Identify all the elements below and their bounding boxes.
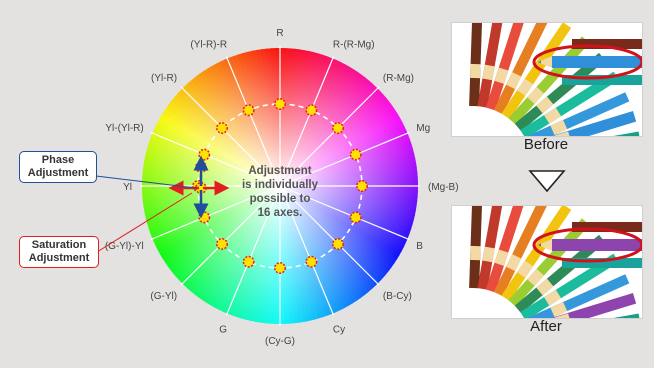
axis-label: (G-Yl) [150, 291, 177, 302]
control-point [198, 211, 211, 224]
control-point [305, 104, 318, 117]
saturation-callout-line-2: Adjustment [28, 252, 90, 264]
center-text-line-2: is individually [242, 179, 319, 191]
axis-spoke [150, 131, 281, 187]
axis-spoke [279, 185, 335, 316]
highlighted-pencil [538, 239, 642, 251]
axis-label: Mg [416, 123, 430, 134]
control-point [332, 238, 344, 250]
pencil [477, 23, 503, 108]
axis-label: Yl-(Yl-R) [105, 123, 143, 134]
control-point [216, 122, 228, 134]
pencil [485, 206, 524, 293]
highlight-ring [532, 227, 642, 263]
axis-label: Cy [333, 324, 345, 335]
control-point [349, 211, 362, 224]
pencil [501, 206, 572, 302]
axis-label: G [219, 324, 227, 335]
axis-spoke [225, 56, 281, 187]
axis-spoke [279, 131, 410, 187]
pencil [572, 39, 642, 49]
pencil [485, 23, 524, 111]
pencil [469, 23, 482, 107]
control-point [242, 255, 255, 268]
saturation-connector [96, 192, 193, 253]
pencil [520, 71, 619, 136]
control-point [356, 180, 368, 192]
axis-spoke [279, 86, 380, 187]
pencil [551, 111, 637, 136]
pencil [508, 36, 590, 125]
pencil [527, 274, 630, 318]
axis-spoke [180, 86, 281, 187]
pencil [514, 52, 606, 132]
control-point [216, 238, 228, 250]
axis-label: (R-Mg) [383, 73, 414, 84]
pencil [477, 206, 503, 290]
highlighted-pencil [538, 56, 642, 68]
center-text-line-1: Adjustment [248, 165, 311, 177]
axis-label: R [276, 28, 283, 39]
pencil [562, 75, 642, 85]
axis-spokes [140, 46, 420, 326]
phase-callout: Phase Adjustment [19, 151, 97, 183]
after-photo [451, 205, 643, 319]
axis-spoke [150, 185, 281, 241]
before-photo [451, 22, 643, 137]
axis-label: (Cy-G) [265, 336, 295, 347]
control-point [242, 104, 255, 117]
axis-labels: R R-(R-Mg) (R-Mg) Mg (Mg-B) B (B-Cy) Cy (Cy-G) G (… [105, 28, 459, 347]
pencil [493, 23, 548, 115]
control-point [332, 122, 344, 134]
axis-label: (G-Yl)-Yl [105, 241, 144, 252]
center-text: Adjustment is individually possible to 1… [242, 165, 319, 219]
axis-spoke [279, 185, 380, 286]
phase-callout-line-2: Adjustment [27, 167, 89, 179]
pencil [562, 258, 642, 268]
after-pencils-image [452, 206, 642, 318]
pencil [572, 222, 642, 232]
highlight-ring [532, 44, 642, 80]
axis-spoke [180, 185, 281, 286]
pencil [493, 206, 547, 297]
before-pencils-image [452, 23, 642, 136]
pencil [501, 23, 572, 120]
pencil [508, 218, 590, 307]
before-caption: Before [523, 136, 569, 153]
pencil [551, 293, 637, 318]
after-caption: After [530, 318, 562, 335]
axis-label: (Yl-R) [151, 73, 177, 84]
control-point [274, 98, 286, 110]
center-text-line-4: 16 axes. [258, 207, 303, 219]
control-point [274, 262, 286, 274]
control-point [349, 148, 362, 161]
down-triangle-icon [528, 170, 566, 193]
axis-spoke [279, 185, 410, 241]
axis-spoke [225, 185, 281, 316]
axis-label: R-(R-Mg) [333, 40, 375, 51]
control-point [305, 255, 318, 268]
pencil [469, 206, 482, 289]
saturation-callout: Saturation Adjustment [19, 236, 99, 268]
axis-label: B [416, 241, 423, 252]
axis-label: (Yl-R)-R [190, 40, 227, 51]
axis-label: Yl [123, 182, 132, 193]
axis-label: (Mg-B) [428, 182, 459, 193]
axis-spoke [279, 56, 335, 187]
center-text-line-3: possible to [250, 193, 311, 205]
phase-connector [95, 175, 197, 189]
saturation-callout-line-1: Saturation [31, 239, 87, 251]
phase-callout-line-1: Phase [41, 154, 75, 166]
axis-label: (B-Cy) [383, 291, 412, 302]
pencil [527, 92, 630, 136]
control-point [198, 148, 211, 161]
